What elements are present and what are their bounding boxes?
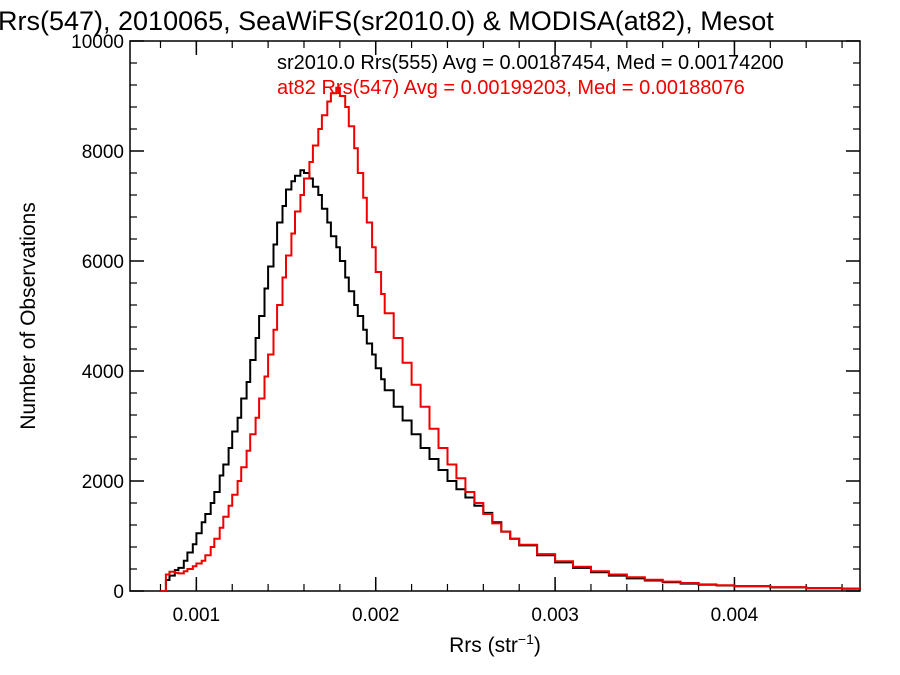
legend-entry-2: at82 Rrs(547) Avg = 0.00199203, Med = 0.… (277, 77, 745, 99)
legend: sr2010.0 Rrs(555) Avg = 0.00187454, Med … (277, 52, 784, 99)
y-tick-label: 6000 (82, 252, 124, 273)
y-axis-label: Number of Observations (17, 202, 40, 430)
chart-title: Rrs(547), 2010065, SeaWiFS(sr2010.0) & M… (0, 6, 774, 36)
legend-entry-1: sr2010.0 Rrs(555) Avg = 0.00187454, Med … (277, 52, 784, 74)
x-tick-label: 0.002 (352, 605, 400, 626)
x-tick-label: 0.001 (173, 605, 221, 626)
y-tick-label: 8000 (82, 142, 124, 163)
y-tick-label: 10000 (71, 32, 124, 53)
x-axis: 0.001 0.002 0.003 0.004 (159, 41, 843, 626)
plot-area-frame (129, 40, 861, 592)
x-axis-label-superscript: −1 (518, 631, 534, 647)
series-line-2 (160, 86, 861, 592)
y-tick-label: 2000 (82, 472, 124, 493)
y-tick-label: 0 (113, 582, 124, 603)
x-axis-label: Rrs (str−1) (449, 631, 541, 657)
series-lines (160, 86, 861, 592)
y-axis: 0 2000 4000 6000 8000 10000 (71, 32, 860, 603)
x-tick-label: 0.004 (711, 605, 759, 626)
y-tick-label: 4000 (82, 362, 124, 383)
x-axis-label-suffix: ) (534, 634, 541, 657)
x-tick-label: 0.003 (531, 605, 579, 626)
